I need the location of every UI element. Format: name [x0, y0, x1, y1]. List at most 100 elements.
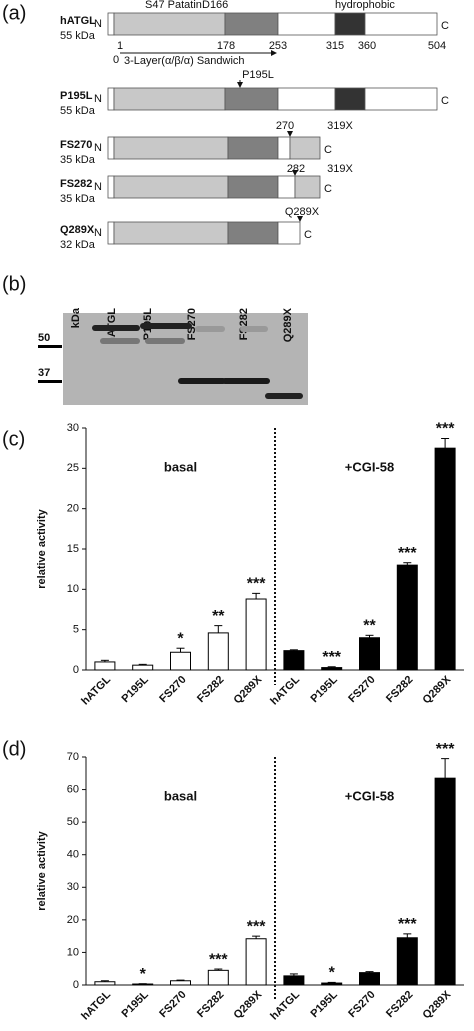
- x-tick-label: FS270: [346, 674, 377, 705]
- position-label: 178: [217, 40, 235, 52]
- x-tick-label: FS270: [157, 989, 188, 1020]
- bar: [245, 598, 267, 671]
- band: [145, 338, 185, 344]
- blot-unit: kDa: [70, 307, 82, 328]
- y-tick-label: 20: [67, 503, 79, 515]
- protein-segment: [277, 87, 336, 111]
- marker-bar: [38, 345, 62, 348]
- panel-label: (b): [2, 273, 26, 295]
- x-tick-label: hATGL: [79, 673, 113, 707]
- significance: *: [177, 630, 184, 647]
- bar: [434, 777, 456, 986]
- y-tick-label: 0: [73, 664, 79, 676]
- x-tick-label: FS282: [195, 674, 226, 705]
- protein-segment: [107, 175, 115, 199]
- y-tick-label: 5: [73, 624, 79, 636]
- significance: *: [329, 965, 336, 982]
- lane-label: Q289X: [282, 307, 294, 342]
- significance: ***: [398, 916, 417, 933]
- n-terminus: N: [94, 142, 102, 154]
- panel-label: (a): [2, 2, 26, 24]
- c-terminus: C: [304, 229, 312, 241]
- protein-segment: [227, 221, 279, 245]
- bar: [283, 975, 305, 986]
- panel-label: (d): [2, 738, 26, 760]
- protein-segment: [113, 87, 226, 111]
- protein-name: hATGL: [60, 15, 96, 27]
- bar: [207, 632, 229, 671]
- domain-start: 0: [113, 54, 119, 66]
- bar: [207, 969, 229, 986]
- y-tick-label: 0: [73, 979, 79, 991]
- domain-label: D166: [202, 0, 228, 11]
- protein-segment: [289, 136, 321, 160]
- protein-segment: [113, 12, 226, 36]
- x-tick-label: P195L: [308, 674, 340, 706]
- protein-segment: [113, 221, 229, 245]
- protein-segment: [277, 221, 301, 245]
- bar: [170, 651, 191, 671]
- protein-mass: 55 kDa: [60, 30, 96, 42]
- marker-label: 37: [38, 367, 50, 379]
- protein-segment: [107, 87, 115, 111]
- bar: [170, 980, 191, 986]
- protein-segment: [277, 175, 296, 199]
- x-tick-label: FS282: [195, 989, 226, 1020]
- protein-mass: 55 kDa: [60, 105, 96, 117]
- marker-label: 50: [38, 332, 50, 344]
- y-axis-label: relative activity: [36, 830, 48, 910]
- panel-label: (c): [2, 428, 25, 450]
- protein-name: P195L: [60, 90, 93, 102]
- protein-segment: [334, 12, 366, 36]
- y-tick-label: 50: [67, 816, 79, 828]
- x-tick-label: hATGL: [79, 988, 113, 1022]
- mutation-label: 282: [287, 163, 305, 175]
- protein-mass: 35 kDa: [60, 193, 96, 205]
- x-tick-label: FS270: [157, 674, 188, 705]
- protein-segment: [334, 87, 366, 111]
- mutation-label: 270: [276, 120, 294, 132]
- x-tick-label: P195L: [119, 674, 151, 706]
- group-label: basal: [164, 459, 197, 474]
- x-tick-label: FS282: [384, 674, 415, 705]
- band: [100, 338, 140, 344]
- n-terminus: N: [94, 18, 102, 30]
- x-tick-label: Q289X: [232, 673, 265, 706]
- x-tick-label: Q289X: [232, 988, 265, 1021]
- significance: ***: [247, 918, 266, 935]
- y-tick-label: 15: [67, 543, 79, 555]
- x-tick-label: Q289X: [421, 673, 454, 706]
- band: [240, 326, 268, 332]
- protein-segment: [107, 12, 115, 36]
- band: [178, 378, 226, 384]
- protein-segment: [224, 87, 279, 111]
- x-tick-label: P195L: [119, 989, 151, 1021]
- band: [92, 325, 140, 331]
- x-tick-label: FS270: [346, 989, 377, 1020]
- bar: [94, 981, 116, 986]
- bar: [245, 938, 267, 986]
- x-tick-label: hATGL: [268, 988, 302, 1022]
- x-tick-label: hATGL: [268, 673, 302, 707]
- bar: [94, 661, 116, 671]
- protein-segment: [277, 136, 291, 160]
- y-tick-label: 10: [67, 946, 79, 958]
- y-tick-label: 70: [67, 751, 79, 763]
- protein-mass: 35 kDa: [60, 154, 96, 166]
- n-terminus: N: [94, 93, 102, 105]
- significance: ***: [322, 649, 341, 666]
- protein-segment: [364, 87, 438, 111]
- position-label: 315: [326, 40, 344, 52]
- band: [265, 393, 303, 399]
- significance: ***: [209, 951, 228, 968]
- bar: [359, 637, 380, 671]
- protein-name: FS270: [60, 139, 92, 151]
- y-tick-label: 25: [67, 462, 79, 474]
- bar: [396, 937, 418, 986]
- significance: **: [212, 608, 225, 625]
- domain-label: hydrophobic: [335, 0, 395, 11]
- group-label: +CGI-58: [345, 459, 395, 474]
- band: [222, 378, 270, 384]
- n-terminus: N: [94, 227, 102, 239]
- significance: **: [363, 618, 376, 635]
